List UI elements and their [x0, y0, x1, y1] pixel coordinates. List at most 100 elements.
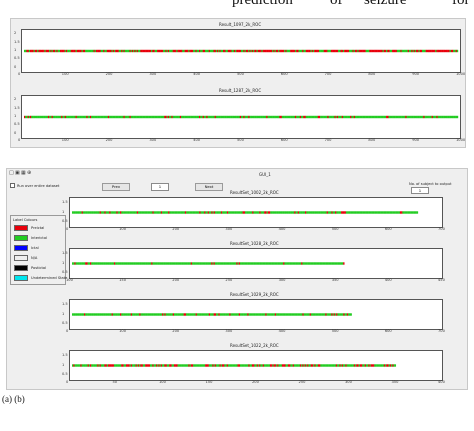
save-icon[interactable]: ▣: [15, 170, 20, 176]
preictal-mark: [340, 49, 342, 53]
interictal-mark: [378, 211, 380, 214]
interictal-mark: [284, 313, 286, 316]
page-input[interactable]: 1: [151, 183, 169, 191]
interictal-mark: [223, 262, 225, 265]
interictal-mark: [295, 262, 297, 265]
zoom-icon[interactable]: ⊕: [27, 170, 32, 176]
interictal-mark: [182, 211, 184, 214]
preictal-mark: [120, 313, 122, 316]
interictal-mark: [287, 262, 290, 265]
interictal-mark: [346, 115, 348, 119]
preictal-mark: [32, 49, 34, 53]
interictal-mark: [170, 211, 172, 214]
preictal-mark: [76, 49, 79, 53]
preictal-mark: [394, 49, 396, 53]
interictal-mark: [90, 211, 92, 214]
interictal-mark: [244, 364, 247, 367]
plot-area[interactable]: [21, 29, 461, 73]
preictal-mark: [437, 49, 440, 53]
interictal-mark: [92, 364, 94, 367]
subjects-input[interactable]: 1: [411, 187, 429, 194]
interictal-mark: [52, 115, 55, 119]
interictal-mark: [165, 262, 167, 265]
interictal-mark: [309, 115, 311, 119]
interictal-mark: [389, 211, 391, 214]
interictal-mark: [170, 313, 172, 316]
interictal-mark: [241, 262, 243, 265]
next-button[interactable]: Next: [195, 183, 223, 191]
interictal-mark: [26, 115, 28, 119]
interictal-mark: [323, 115, 326, 119]
plot-area[interactable]: [69, 197, 443, 228]
interictal-mark: [244, 49, 246, 53]
interictal-mark: [318, 49, 321, 53]
interictal-mark: [187, 211, 189, 214]
print-icon[interactable]: ▦: [21, 170, 26, 176]
interictal-mark: [322, 313, 325, 316]
interictal-mark: [382, 115, 384, 119]
preictal-mark: [164, 115, 166, 119]
preictal-mark: [331, 211, 333, 214]
interictal-mark: [128, 49, 130, 53]
open-icon[interactable]: □: [9, 170, 14, 176]
run-all-checkbox[interactable]: [10, 183, 15, 188]
legend-label: Ictal: [31, 246, 39, 250]
preictal-mark: [211, 211, 213, 214]
plot-area[interactable]: [69, 248, 443, 279]
interictal-mark: [211, 115, 213, 119]
interictal-mark: [385, 211, 387, 214]
preictal-mark: [325, 313, 327, 316]
interictal-mark: [254, 313, 256, 316]
plot-area[interactable]: [69, 350, 443, 381]
x-tick-label: 700: [324, 138, 332, 142]
interictal-mark: [131, 364, 134, 367]
state-series: [72, 364, 397, 367]
interictal-mark: [441, 115, 443, 119]
preictal-mark: [316, 49, 318, 53]
interictal-mark: [365, 49, 368, 53]
interictal-mark: [199, 364, 201, 367]
interictal-mark: [201, 364, 203, 367]
preictal-mark: [31, 49, 33, 53]
interictal-mark: [106, 115, 109, 119]
interictal-mark: [180, 211, 182, 214]
interictal-mark: [208, 262, 211, 265]
interictal-mark: [45, 115, 47, 119]
interictal-mark: [143, 262, 146, 265]
interictal-mark: [151, 115, 153, 119]
preictal-mark: [343, 211, 345, 214]
preictal-mark: [214, 115, 217, 119]
interictal-mark: [100, 49, 103, 53]
preictal-mark: [246, 49, 249, 53]
preictal-mark: [380, 49, 382, 53]
interictal-mark: [314, 262, 316, 265]
interictal-mark: [219, 211, 222, 214]
interictal-mark: [256, 49, 258, 53]
interictal-mark: [392, 211, 395, 214]
interictal-mark: [303, 211, 306, 214]
interictal-mark: [290, 364, 292, 367]
interictal-mark: [118, 262, 121, 265]
interictal-mark: [235, 364, 237, 367]
interictal-mark: [217, 364, 219, 367]
interictal-mark: [152, 313, 154, 316]
plot-area[interactable]: [69, 299, 443, 330]
interictal-mark: [87, 313, 90, 316]
paper-word: seizure: [364, 0, 407, 8]
preictal-mark: [123, 49, 125, 53]
interictal-mark: [200, 211, 202, 214]
interictal-mark: [78, 211, 80, 214]
preictal-mark: [27, 49, 29, 53]
interictal-mark: [192, 313, 194, 316]
prev-button[interactable]: Prev: [102, 183, 130, 191]
interictal-mark: [258, 115, 261, 119]
interictal-mark: [94, 49, 97, 53]
interictal-mark: [360, 115, 363, 119]
interictal-mark: [71, 115, 74, 119]
plot-area[interactable]: [21, 95, 461, 139]
interictal-mark: [88, 115, 91, 119]
preictal-mark: [140, 364, 142, 367]
interictal-mark: [215, 364, 218, 367]
interictal-mark: [381, 115, 383, 119]
interictal-mark: [452, 115, 454, 119]
